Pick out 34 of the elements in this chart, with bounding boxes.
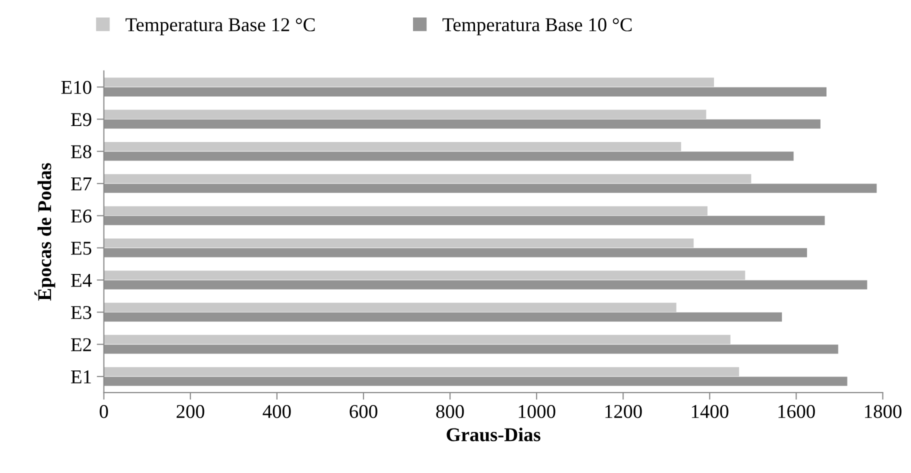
x-tick-label: 400: [262, 404, 291, 418]
x-tick-label: 800: [436, 404, 464, 418]
y-tick-label: E5: [71, 242, 92, 255]
bar: [104, 367, 740, 376]
x-tick-label: 1000: [518, 404, 556, 418]
legend-label: Temperatura Base 12 °C: [126, 18, 315, 36]
y-tick-label: E4: [71, 274, 92, 287]
x-tick-label: 0: [100, 404, 108, 418]
x-tick-label: 1200: [605, 404, 642, 418]
bar: [104, 110, 706, 119]
y-tick-label: E8: [71, 145, 92, 158]
y-tick-label: E7: [71, 178, 92, 190]
x-tick-label: 1600: [778, 404, 815, 418]
bar: [104, 270, 746, 280]
x-tick-label: 1400: [692, 404, 728, 418]
bar: [104, 302, 676, 312]
y-tick-label: E10: [61, 80, 92, 94]
x-tick-label: 600: [350, 404, 378, 418]
bar: [104, 238, 694, 248]
bar: [104, 142, 682, 152]
legend-label: Temperatura Base 10 °C: [442, 18, 632, 36]
x-tick-label: 200: [176, 404, 204, 418]
y-tick-label: E3: [71, 306, 92, 320]
y-tick-label: E9: [71, 113, 92, 126]
bar: [104, 78, 714, 87]
x-axis-title: Graus-Dias: [446, 428, 540, 442]
y-axis-title: Épocas de Podas: [34, 163, 56, 301]
x-tick-label: 1800: [865, 404, 902, 418]
y-tick-label: E6: [71, 210, 92, 223]
bar: [104, 334, 730, 344]
bar: [104, 206, 708, 216]
bar: [104, 174, 752, 184]
y-tick-label: E1: [71, 370, 91, 384]
y-tick-label: E2: [71, 338, 91, 352]
